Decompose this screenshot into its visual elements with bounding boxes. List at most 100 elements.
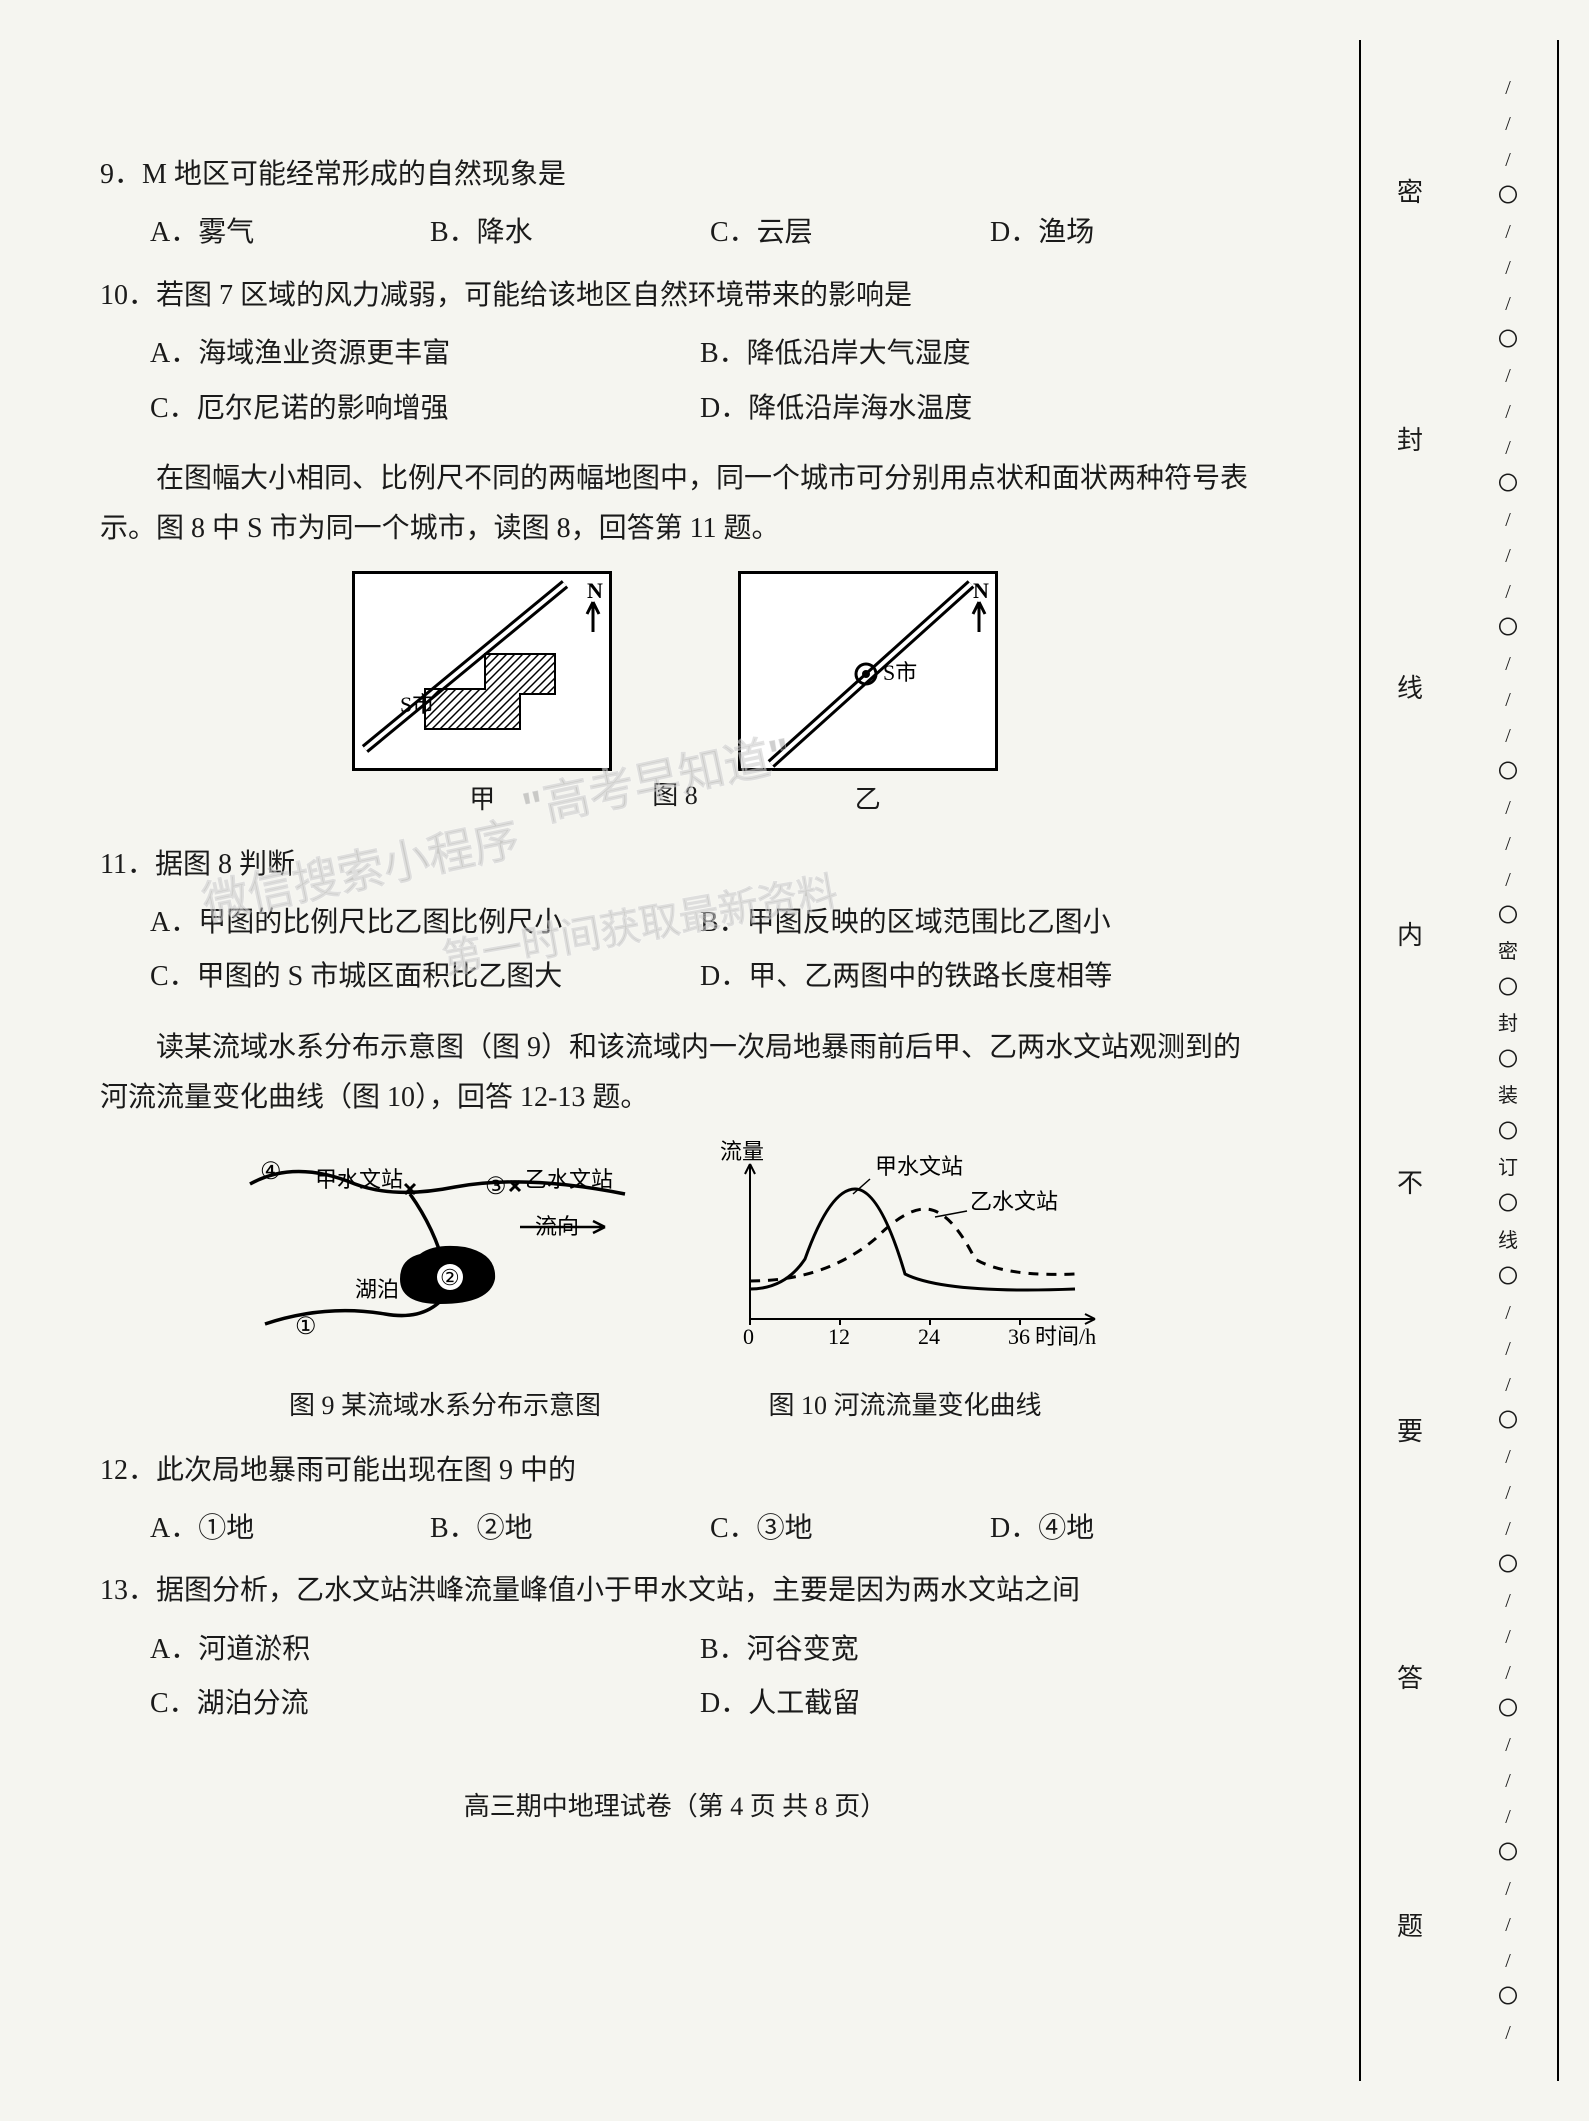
q9-opt-b[interactable]: B．降水 <box>430 208 690 258</box>
seal-char: 〇 <box>1498 1691 1518 1727</box>
question-9: 9．M 地区可能经常形成的自然现象是 A．雾气 B．降水 C．云层 D．渔场 <box>100 150 1250 259</box>
seal-char: 封 <box>1397 418 1423 465</box>
fig10-xlabel: 时间/h <box>1035 1324 1096 1349</box>
fig8-map-yi: S市 N <box>738 571 998 771</box>
q11-stem: 11．据图 8 判断 <box>100 840 1250 890</box>
question-12: 12．此次局地暴雨可能出现在图 9 中的 A．①地 B．②地 C．③地 D．④地 <box>100 1446 1250 1555</box>
q9-opt-a[interactable]: A．雾气 <box>150 208 410 258</box>
q12-opt-a[interactable]: A．①地 <box>150 1504 410 1554</box>
fig10-box: 流量 0 12 24 36 时间/h 甲水文站 <box>695 1139 1115 1429</box>
seal-char: / <box>1505 862 1511 898</box>
fig9-diagram: ④ ③ ① ② 甲水文站 乙水文站 流向 湖泊 <box>235 1139 655 1359</box>
fig10-chart: 流量 0 12 24 36 时间/h 甲水文站 <box>695 1139 1115 1359</box>
q12-stem: 12．此次局地暴雨可能出现在图 9 中的 <box>100 1446 1250 1496</box>
q12-num: 12． <box>100 1455 156 1486</box>
svg-text:S市: S市 <box>883 660 917 685</box>
svg-text:36: 36 <box>1008 1324 1030 1349</box>
q11-num: 11． <box>100 849 155 880</box>
seal-char: / <box>1505 358 1511 394</box>
seal-char: / <box>1505 1799 1511 1835</box>
fig8-map-jia: S市 N <box>352 571 612 771</box>
svg-text:24: 24 <box>918 1324 940 1349</box>
exam-page: 9．M 地区可能经常形成的自然现象是 A．雾气 B．降水 C．云层 D．渔场 1… <box>0 0 1350 1890</box>
seal-char: 〇 <box>1498 1403 1518 1439</box>
seal-char: / <box>1505 790 1511 826</box>
q11-opt-d[interactable]: D．甲、乙两图中的铁路长度相等 <box>700 952 1250 1002</box>
fig8-yi-caption: 乙 <box>738 777 998 824</box>
q10-text: 若图 7 区域的风力减弱，可能给该地区自然环境带来的影响是 <box>156 280 912 311</box>
seal-char: 〇 <box>1498 754 1518 790</box>
q9-opt-c[interactable]: C．云层 <box>710 208 970 258</box>
q13-text: 据图分析，乙水文站洪峰流量峰值小于甲水文站，主要是因为两水文站之间 <box>156 1575 1080 1606</box>
seal-char: 〇 <box>1498 1042 1518 1078</box>
seal-char: / <box>1505 1367 1511 1403</box>
seal-char: 〇 <box>1498 322 1518 358</box>
seal-right-col: ///〇///〇///〇///〇///〇///〇密〇封〇装〇订〇线〇///〇//… <box>1459 40 1557 2081</box>
fig8-jia-city-label: S市 <box>400 692 434 717</box>
seal-char: 〇 <box>1498 1114 1518 1150</box>
seal-char: / <box>1505 1655 1511 1691</box>
seal-char: / <box>1505 1583 1511 1619</box>
fig8-jia-box: S市 N 甲 <box>352 571 612 824</box>
q10-opt-c[interactable]: C．厄尔尼诺的影响增强 <box>150 384 700 434</box>
seal-char: / <box>1505 2015 1511 2051</box>
q12-opt-c[interactable]: C．③地 <box>710 1504 970 1554</box>
svg-text:②: ② <box>440 1265 460 1290</box>
seal-char: / <box>1505 142 1511 178</box>
q13-opt-a[interactable]: A．河道淤积 <box>150 1625 700 1675</box>
seal-char: / <box>1505 1943 1511 1979</box>
fig9-lake-label: 湖泊 <box>355 1277 399 1302</box>
q10-opt-a[interactable]: A．海域渔业资源更丰富 <box>150 329 700 379</box>
q13-opt-c[interactable]: C．湖泊分流 <box>150 1679 700 1729</box>
svg-text:①: ① <box>295 1314 317 1340</box>
fig10-caption: 图 10 河流流量变化曲线 <box>695 1383 1115 1430</box>
seal-char: 线 <box>1498 1223 1518 1259</box>
fig9-yi-label: 乙水文站 <box>525 1167 613 1192</box>
fig9-caption: 图 9 某流域水系分布示意图 <box>235 1383 655 1430</box>
question-13: 13．据图分析，乙水文站洪峰流量峰值小于甲水文站，主要是因为两水文站之间 A．河… <box>100 1566 1250 1733</box>
seal-char: 不 <box>1397 1161 1423 1208</box>
seal-char: / <box>1505 70 1511 106</box>
seal-char: / <box>1505 1511 1511 1547</box>
q11-opt-a[interactable]: A．甲图的比例尺比乙图比例尺小 <box>150 898 700 948</box>
seal-char: / <box>1505 214 1511 250</box>
q12-opt-d[interactable]: D．④地 <box>990 1504 1250 1554</box>
question-10: 10．若图 7 区域的风力减弱，可能给该地区自然环境带来的影响是 A．海域渔业资… <box>100 271 1250 438</box>
q10-num: 10． <box>100 280 156 311</box>
seal-char: 〇 <box>1498 1186 1518 1222</box>
seal-char: / <box>1505 394 1511 430</box>
q12-text: 此次局地暴雨可能出现在图 9 中的 <box>156 1455 576 1486</box>
q11-opt-c[interactable]: C．甲图的 S 市城区面积比乙图大 <box>150 952 700 1002</box>
q9-num: 9． <box>100 159 142 190</box>
svg-text:12: 12 <box>828 1324 850 1349</box>
q11-opt-b[interactable]: B．甲图反映的区域范围比乙图小 <box>700 898 1250 948</box>
svg-text:N: N <box>973 578 989 603</box>
seal-char: 〇 <box>1498 466 1518 502</box>
q12-opt-b[interactable]: B．②地 <box>430 1504 690 1554</box>
seal-char: / <box>1505 430 1511 466</box>
seal-char: 密 <box>1498 934 1518 970</box>
seal-char: / <box>1505 502 1511 538</box>
svg-text:④: ④ <box>260 1159 282 1185</box>
intro-fig8: 在图幅大小相同、比例尺不同的两幅地图中，同一个城市可分别用点状和面状两种符号表示… <box>100 454 1250 555</box>
q9-opt-d[interactable]: D．渔场 <box>990 208 1250 258</box>
q10-options: A．海域渔业资源更丰富 B．降低沿岸大气湿度 C．厄尔尼诺的影响增强 D．降低沿… <box>100 329 1250 438</box>
q10-stem: 10．若图 7 区域的风力减弱，可能给该地区自然环境带来的影响是 <box>100 271 1250 321</box>
seal-char: / <box>1505 1475 1511 1511</box>
q10-opt-b[interactable]: B．降低沿岸大气湿度 <box>700 329 1250 379</box>
q13-opt-d[interactable]: D．人工截留 <box>700 1679 1250 1729</box>
intro-fig9-10: 读某流域水系分布示意图（图 9）和该流域内一次局地暴雨前后甲、乙两水文站观测到的… <box>100 1023 1250 1124</box>
q11-options: A．甲图的比例尺比乙图比例尺小 B．甲图反映的区域范围比乙图小 C．甲图的 S … <box>100 898 1250 1007</box>
q9-text: M 地区可能经常形成的自然现象是 <box>142 159 566 190</box>
page-footer: 高三期中地理试卷（第 4 页 共 8 页） <box>100 1784 1250 1831</box>
seal-char: 要 <box>1397 1409 1423 1456</box>
seal-char: / <box>1505 1727 1511 1763</box>
fig10-ylabel: 流量 <box>720 1139 764 1164</box>
seal-char: 封 <box>1498 1006 1518 1042</box>
seal-char: / <box>1505 106 1511 142</box>
seal-char: 〇 <box>1498 898 1518 934</box>
seal-left-col: 密封线内不要答题 <box>1361 40 1459 2081</box>
seal-char: / <box>1505 1295 1511 1331</box>
q13-opt-b[interactable]: B．河谷变宽 <box>700 1625 1250 1675</box>
q10-opt-d[interactable]: D．降低沿岸海水温度 <box>700 384 1250 434</box>
